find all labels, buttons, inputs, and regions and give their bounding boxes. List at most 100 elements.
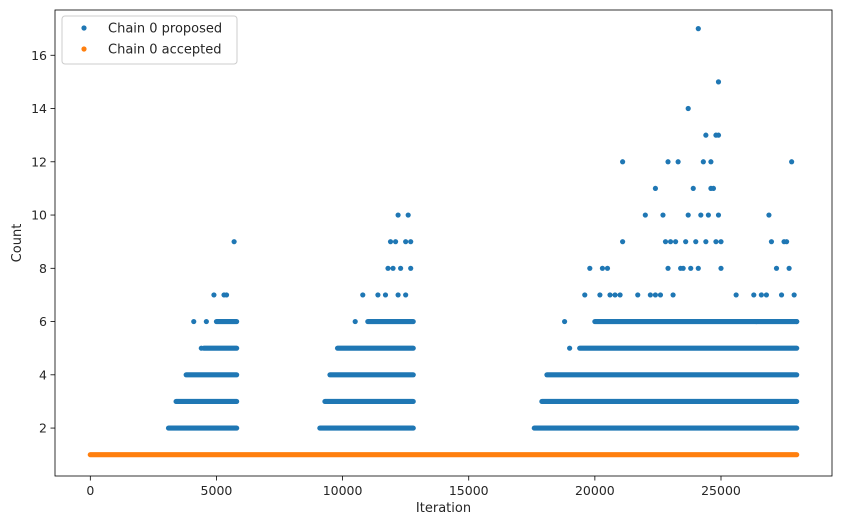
y-tick-label: 2 bbox=[39, 421, 47, 436]
data-point-proposed bbox=[763, 292, 770, 298]
data-point-proposed bbox=[685, 212, 691, 218]
data-point-proposed bbox=[766, 212, 772, 218]
data-point-proposed bbox=[789, 159, 795, 165]
point-band-proposed bbox=[183, 372, 240, 378]
y-tick-label: 6 bbox=[39, 314, 47, 329]
data-point-proposed bbox=[657, 292, 664, 298]
data-point-proposed bbox=[642, 212, 648, 218]
point-band-proposed bbox=[322, 398, 416, 405]
data-point-proposed bbox=[191, 318, 197, 325]
data-point-proposed bbox=[408, 265, 414, 271]
data-point-proposed bbox=[231, 239, 237, 245]
data-point-proposed bbox=[561, 318, 568, 325]
data-point-proposed bbox=[408, 239, 414, 245]
data-point-proposed bbox=[665, 265, 671, 271]
data-point-proposed bbox=[718, 239, 724, 245]
y-tick-label: 12 bbox=[31, 154, 47, 169]
plot-background bbox=[55, 10, 832, 476]
data-point-proposed bbox=[710, 185, 717, 192]
data-point-proposed bbox=[620, 159, 626, 165]
data-point-proposed bbox=[607, 292, 613, 298]
point-band-proposed bbox=[317, 425, 416, 431]
data-point-proposed bbox=[652, 292, 659, 298]
data-point-proposed bbox=[662, 239, 669, 245]
data-point-proposed bbox=[567, 345, 573, 351]
legend-marker-accepted bbox=[81, 46, 87, 52]
data-point-proposed bbox=[733, 292, 739, 298]
data-point-proposed bbox=[620, 239, 626, 245]
data-point-proposed bbox=[665, 159, 671, 165]
data-point-proposed bbox=[703, 239, 709, 245]
plot-frame bbox=[54, 9, 833, 477]
data-point-proposed bbox=[635, 292, 641, 298]
data-point-proposed bbox=[670, 292, 676, 298]
data-point-proposed bbox=[617, 292, 623, 298]
x-tick-label: 15000 bbox=[449, 483, 489, 498]
data-point-proposed bbox=[685, 105, 691, 112]
series-accepted bbox=[87, 452, 800, 458]
data-point-proposed bbox=[597, 292, 603, 298]
data-point-proposed bbox=[683, 239, 689, 245]
data-point-proposed bbox=[690, 185, 696, 192]
data-point-proposed bbox=[791, 292, 797, 298]
data-point-proposed bbox=[660, 212, 666, 218]
data-point-proposed bbox=[753, 318, 759, 325]
data-point-proposed bbox=[718, 265, 724, 271]
data-point-proposed bbox=[223, 292, 230, 298]
data-point-proposed bbox=[587, 265, 593, 271]
data-point-proposed bbox=[395, 292, 401, 298]
y-tick-label: 10 bbox=[31, 208, 47, 223]
data-point-proposed bbox=[715, 79, 722, 85]
point-band-proposed bbox=[544, 372, 800, 378]
data-point-proposed bbox=[751, 292, 757, 298]
data-point-proposed bbox=[392, 239, 399, 245]
y-tick-label: 16 bbox=[31, 48, 47, 63]
data-point-proposed bbox=[715, 132, 722, 138]
data-point-proposed bbox=[693, 239, 699, 245]
data-point-proposed bbox=[382, 292, 389, 298]
data-point-proposed bbox=[385, 265, 391, 271]
y-axis-label: Count bbox=[10, 224, 25, 263]
point-band-proposed bbox=[327, 372, 416, 378]
data-point-proposed bbox=[360, 292, 366, 298]
data-point-proposed bbox=[773, 265, 780, 271]
point-band-proposed bbox=[531, 425, 800, 431]
data-point-proposed bbox=[599, 265, 606, 271]
x-tick-label: 0 bbox=[86, 483, 94, 498]
point-band-proposed bbox=[213, 318, 240, 325]
data-point-proposed bbox=[203, 318, 209, 325]
data-point-proposed bbox=[703, 132, 709, 138]
data-point-proposed bbox=[612, 292, 618, 298]
data-point-proposed bbox=[604, 265, 611, 271]
data-point-proposed bbox=[758, 292, 764, 298]
x-axis-label: Iteration bbox=[416, 501, 471, 516]
point-band-proposed bbox=[577, 345, 800, 351]
data-point-proposed bbox=[713, 239, 719, 245]
data-point-proposed bbox=[768, 239, 775, 245]
legend-box bbox=[61, 15, 238, 65]
data-point-proposed bbox=[786, 265, 792, 271]
x-tick-label: 10000 bbox=[323, 483, 363, 498]
point-band-proposed bbox=[592, 318, 800, 325]
point-band-proposed bbox=[173, 398, 240, 405]
data-point-proposed bbox=[675, 159, 681, 165]
data-point-proposed bbox=[375, 292, 381, 298]
x-tick-label: 20000 bbox=[575, 483, 615, 498]
x-tick-label: 25000 bbox=[701, 483, 741, 498]
data-point-proposed bbox=[698, 212, 704, 218]
data-point-proposed bbox=[672, 239, 679, 245]
data-point-proposed bbox=[700, 159, 706, 165]
series-proposed bbox=[165, 26, 800, 431]
data-marks bbox=[87, 26, 800, 458]
x-tick-label: 5000 bbox=[201, 483, 233, 498]
legend: Chain 0 proposed Chain 0 accepted bbox=[61, 15, 238, 65]
data-point-proposed bbox=[390, 265, 396, 271]
data-point-proposed bbox=[395, 212, 401, 218]
data-point-proposed bbox=[680, 265, 686, 271]
point-band-proposed bbox=[165, 425, 240, 431]
data-point-proposed bbox=[667, 239, 674, 245]
data-point-proposed bbox=[387, 239, 394, 245]
y-tick-label: 14 bbox=[31, 101, 47, 116]
data-point-proposed bbox=[688, 265, 694, 271]
